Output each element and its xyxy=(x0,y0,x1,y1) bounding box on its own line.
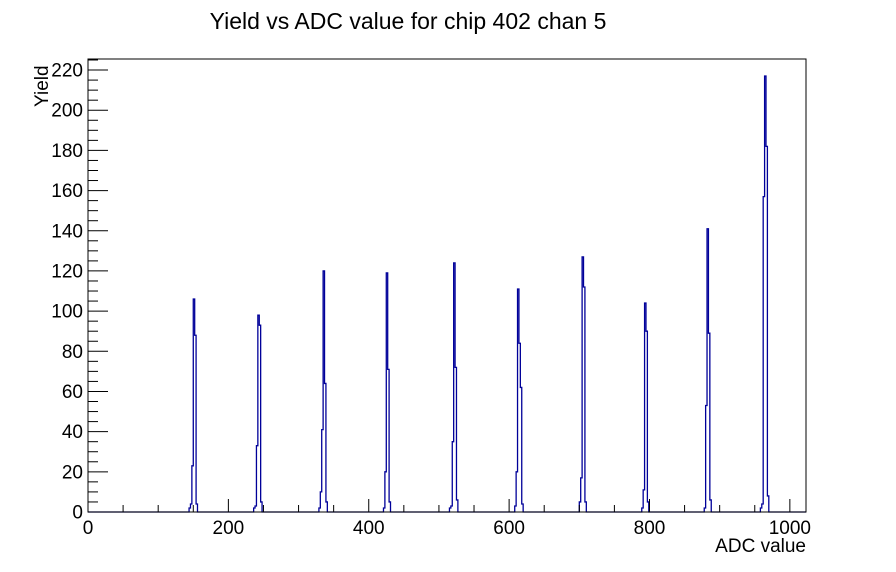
y-tick-label: 200 xyxy=(51,101,83,122)
plot-frame xyxy=(87,58,807,513)
x-axis-tick-labels: 0 200 400 600 800 1000 xyxy=(83,518,811,539)
chart-title: Yield vs ADC value for chip 402 chan 5 xyxy=(210,8,607,34)
y-tick-label: 100 xyxy=(51,302,83,323)
y-tick-label: 180 xyxy=(51,141,83,162)
x-axis-tick-marks xyxy=(87,499,791,512)
x-axis-title: ADC value xyxy=(715,536,806,557)
x-tick-label: 1000 xyxy=(769,518,811,539)
y-axis-tick-marks xyxy=(88,59,108,513)
x-tick-label: 400 xyxy=(353,518,385,539)
x-tick-label: 0 xyxy=(83,518,94,539)
x-tick-label: 200 xyxy=(213,518,245,539)
x-tick-label: 800 xyxy=(634,518,666,539)
y-axis-title: Yield xyxy=(32,65,53,107)
y-tick-label: 40 xyxy=(62,422,83,443)
y-axis-tick-labels: 0 20 40 60 80 100 120 140 160 180 200 220 xyxy=(51,61,83,524)
y-tick-label: 160 xyxy=(51,181,83,202)
y-tick-label: 60 xyxy=(62,382,83,403)
y-tick-label: 20 xyxy=(62,462,83,483)
y-tick-label: 120 xyxy=(51,261,83,282)
histogram-line xyxy=(88,75,806,513)
y-tick-label: 0 xyxy=(72,503,83,524)
x-tick-label: 600 xyxy=(493,518,525,539)
y-tick-label: 80 xyxy=(62,342,83,363)
y-tick-label: 140 xyxy=(51,221,83,242)
y-tick-label: 220 xyxy=(51,61,83,82)
